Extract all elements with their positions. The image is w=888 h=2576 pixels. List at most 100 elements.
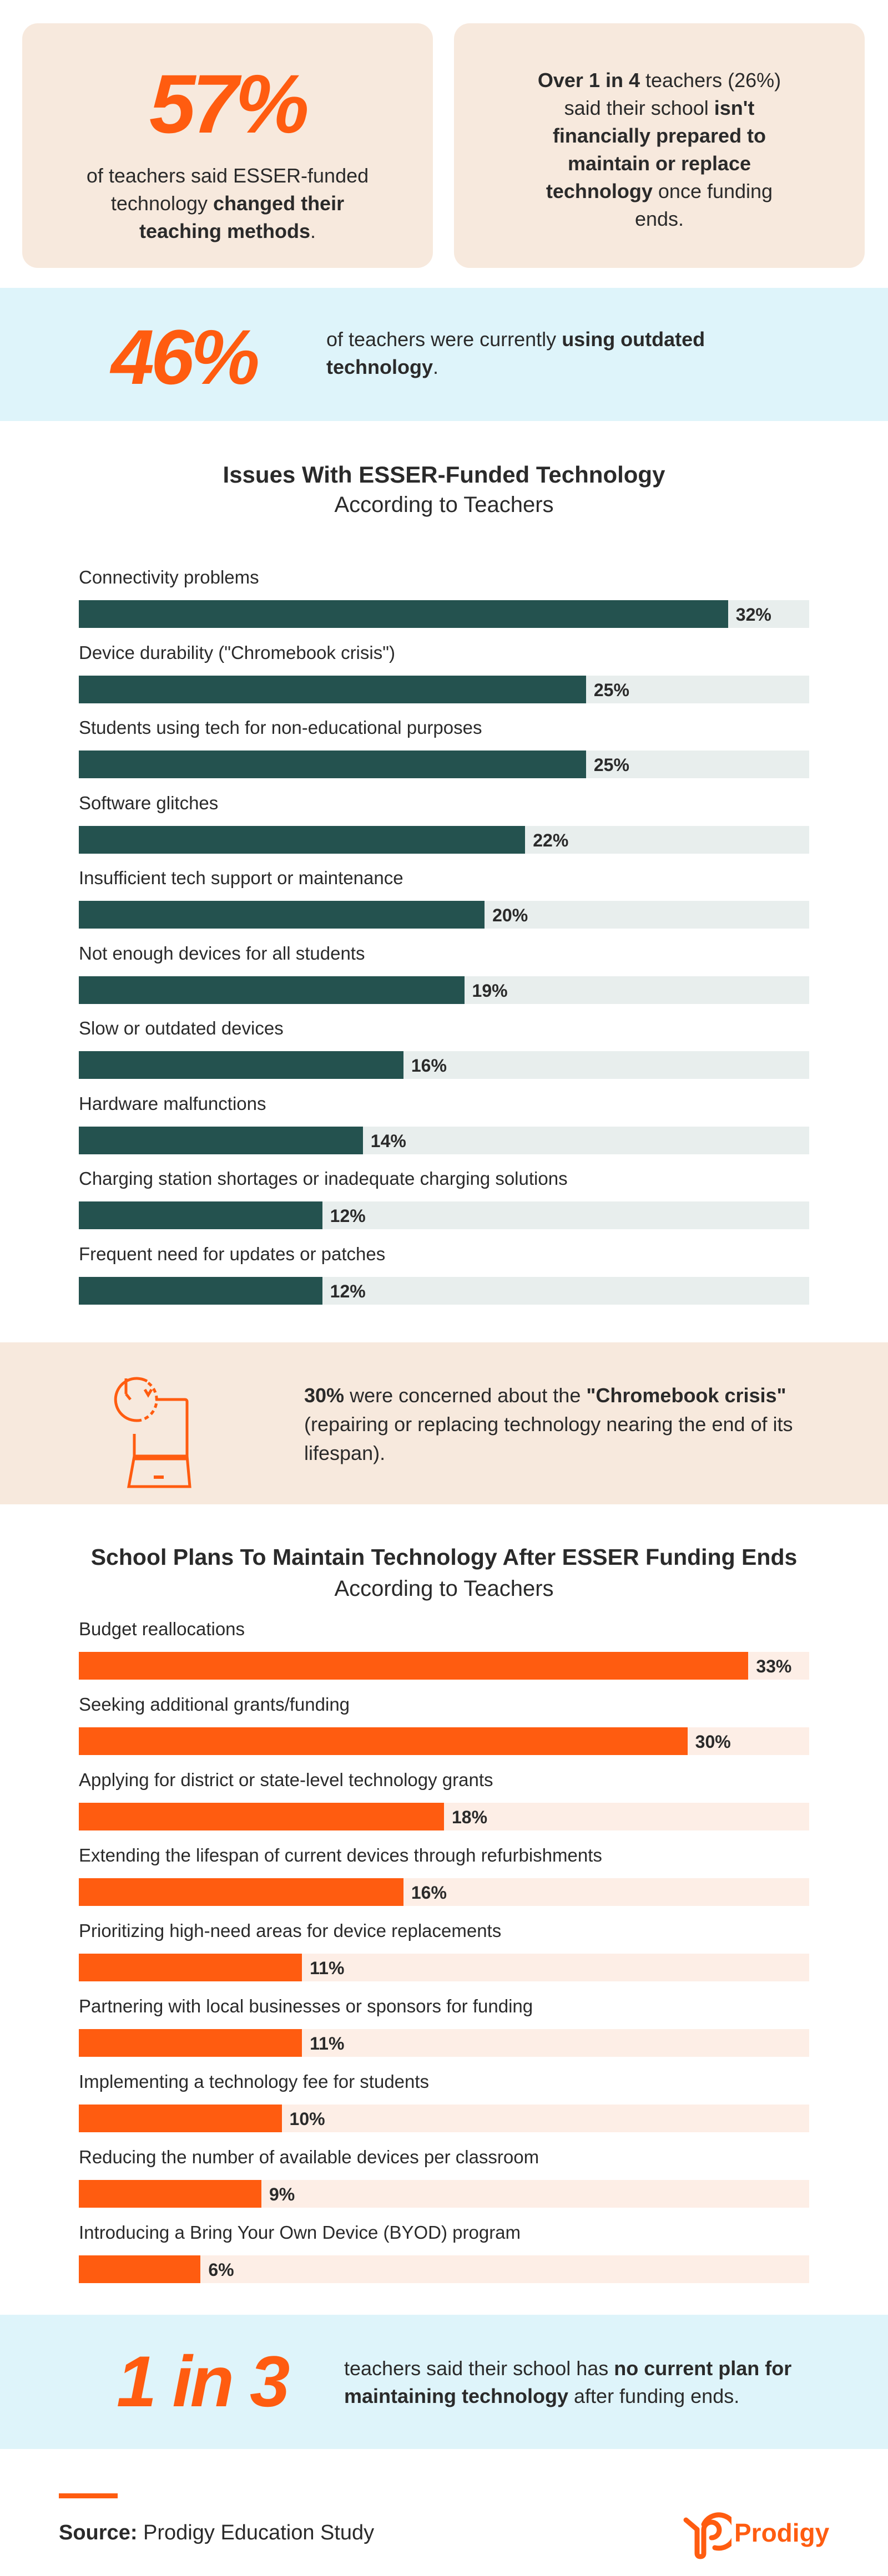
bar-label: Insufficient tech support or maintenance	[79, 868, 403, 888]
stat-number: 1 in 3	[117, 2341, 290, 2422]
bar	[79, 1051, 403, 1079]
bar-track: 12%	[79, 1276, 809, 1305]
bar-label: Introducing a Bring Your Own Device (BYO…	[79, 2222, 521, 2243]
bar	[79, 976, 465, 1004]
bar-value-label: 25%	[593, 755, 629, 775]
laptop-clock-icon	[114, 1377, 191, 1488]
bar	[79, 1878, 403, 1906]
bar	[79, 2029, 302, 2057]
bar	[79, 1652, 749, 1680]
bar-row: Hardware malfunctions 14%	[79, 1093, 809, 1165]
bar-row: Frequent need for updates or patches 12%	[79, 1244, 809, 1316]
bar	[79, 1803, 444, 1830]
prodigy-logo-text: Prodigy	[734, 2518, 830, 2547]
bar-track: 22%	[79, 825, 809, 854]
chart-subtitle: According to Teachers	[334, 1576, 554, 1601]
bar	[79, 2180, 261, 2208]
bar-value-label: 12%	[330, 1281, 366, 1301]
bar-label: Applying for district or state-level tec…	[79, 1769, 493, 1790]
bar-row: Insufficient tech support or maintenance…	[79, 868, 809, 940]
stat-text: 30% were concerned about the "Chromebook…	[304, 1384, 793, 1464]
bar	[79, 675, 586, 703]
footer-accent-line	[59, 2493, 118, 2498]
stat-text: of teachers were currently using outdate…	[326, 328, 705, 378]
bar-label: Charging station shortages or inadequate…	[79, 1168, 568, 1189]
bar	[79, 1954, 302, 1981]
bar-label: Hardware malfunctions	[79, 1093, 266, 1114]
bar-value-label: 11%	[310, 1958, 345, 1978]
stat-number: 46%	[111, 313, 260, 400]
bar-label: Partnering with local businesses or spon…	[79, 1996, 533, 2016]
bar-track: 18%	[79, 1803, 809, 1830]
bar-track: 25%	[79, 751, 809, 778]
bar-track: 16%	[79, 1878, 809, 1906]
bar-value-label: 11%	[310, 2034, 345, 2053]
stat-card-1-in-4: Over 1 in 4 teachers (26%) said their sc…	[454, 23, 865, 268]
bar-value-label: 19%	[472, 980, 508, 1001]
bar-value-label: 32%	[735, 605, 771, 625]
bar-row: Budget reallocations 33%	[79, 1619, 809, 1691]
bar	[79, 1276, 322, 1305]
bar-value-label: 20%	[492, 905, 528, 925]
bar-track: 14%	[79, 1126, 809, 1154]
bar-label: Implementing a technology fee for studen…	[79, 2071, 430, 2092]
prodigy-logo-icon	[683, 2512, 738, 2559]
stat-text: Over 1 in 4 teachers (26%) said their sc…	[537, 69, 781, 230]
plans-bar-chart: Budget reallocations 33% Seeking additiona…	[79, 1619, 809, 2301]
bar-track: 11%	[79, 1954, 809, 1981]
bar-track: 6%	[79, 2255, 809, 2283]
bar-label: Students using tech for non-educational …	[79, 717, 482, 738]
bar	[79, 2255, 201, 2283]
bar-track: 30%	[79, 1727, 809, 1755]
bar-label: Extending the lifespan of current device…	[79, 1845, 602, 1865]
stat-band-1-in-3: 1 in 3 teachers said their school has no…	[0, 2315, 888, 2449]
chart-title: School Plans To Maintain Technology Afte…	[90, 1544, 798, 1570]
bar	[79, 1201, 322, 1229]
bar-row: Implementing a technology fee for studen…	[79, 2071, 809, 2143]
stat-text: of teachers said ESSER-funded technology…	[86, 164, 369, 242]
bar-value-label: 18%	[452, 1807, 488, 1827]
bar-row: Partnering with local businesses or spon…	[79, 1996, 809, 2068]
bar-label: Device durability ("Chromebook crisis")	[79, 642, 395, 663]
bar-value-label: 12%	[330, 1206, 366, 1226]
bar-label: Not enough devices for all students	[79, 942, 365, 964]
bar-track: 33%	[79, 1652, 809, 1680]
bar-track: 25%	[79, 675, 809, 703]
bar-label: Reducing the number of available devices…	[79, 2147, 539, 2167]
chart-subtitle: According to Teachers	[334, 493, 554, 517]
bar-value-label: 25%	[593, 680, 629, 700]
bar-track: 20%	[79, 901, 809, 929]
bar-row: Software glitches 22%	[79, 793, 809, 865]
bar	[79, 1727, 688, 1755]
bar-row: Students using tech for non-educational …	[79, 717, 809, 789]
stat-text: teachers said their school has no curren…	[344, 2357, 792, 2407]
bar-label: Software glitches	[79, 792, 219, 813]
bar	[79, 825, 526, 854]
bar-value-label: 16%	[411, 1056, 447, 1076]
bar-row: Not enough devices for all students 19%	[79, 943, 809, 1015]
chart-title: Issues With ESSER-Funded Technology	[223, 462, 665, 488]
bar-row: Reducing the number of available devices…	[79, 2147, 809, 2219]
bar-row: Connectivity problems 32%	[79, 567, 809, 639]
bar-value-label: 6%	[208, 2260, 234, 2280]
bar-value-label: 22%	[533, 830, 569, 850]
source-text: Source: Prodigy Education Study	[59, 2521, 375, 2544]
bar-row: Introducing a Bring Your Own Device (BYO…	[79, 2222, 809, 2294]
bar-label: Slow or outdated devices	[79, 1018, 284, 1038]
bar-value-label: 9%	[269, 2184, 295, 2204]
bar-row: Prioritizing high-need areas for device …	[79, 1920, 809, 1992]
bar	[79, 600, 728, 628]
bar-value-label: 33%	[756, 1656, 792, 1676]
bar	[79, 901, 485, 929]
bar-row: Extending the lifespan of current device…	[79, 1845, 809, 1917]
bar-value-label: 14%	[370, 1130, 406, 1151]
bar-row: Slow or outdated devices 16%	[79, 1018, 809, 1090]
bar-track: 9%	[79, 2180, 809, 2208]
stat-number: 57%	[149, 57, 309, 150]
bar-track: 16%	[79, 1051, 809, 1079]
bar	[79, 2105, 282, 2132]
bar-value-label: 10%	[289, 2109, 325, 2129]
bar-row: Applying for district or state-level tec…	[79, 1769, 809, 1842]
bar-track: 12%	[79, 1201, 809, 1229]
bar-track: 32%	[79, 600, 809, 628]
